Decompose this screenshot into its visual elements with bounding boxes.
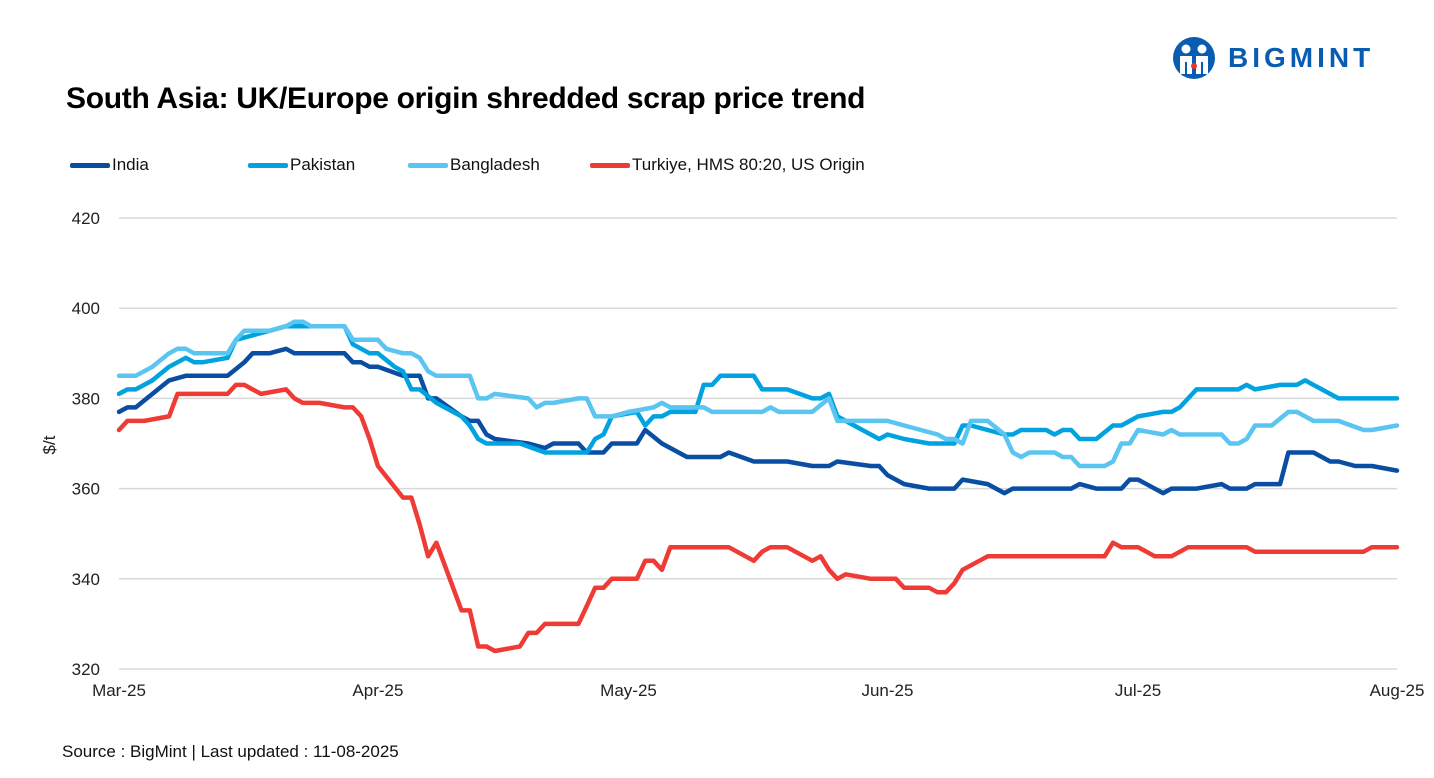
y-tick-label: 380 [72,389,100,408]
legend-item: Pakistan [248,155,408,175]
y-tick-label: 360 [72,480,100,499]
logo-people-icon [1173,37,1215,79]
brand-logo: BIGMINT [1172,36,1374,80]
legend-swatch [248,162,288,168]
legend-swatch [590,162,630,168]
y-tick-label: 320 [72,660,100,679]
source-note: Source : BigMint | Last updated : 11-08-… [62,742,399,761]
legend-label: India [112,155,149,174]
legend-label: Bangladesh [450,155,540,174]
y-tick-label: 340 [72,570,100,589]
series-line-turkiye [116,382,1400,654]
brand-name: BIGMINT [1228,42,1375,73]
y-tick-label: 400 [72,299,100,318]
legend: India Pakistan Bangladesh Turkiye, HMS 80:2… [70,155,865,175]
legend-label: Pakistan [290,155,356,174]
legend-item: India [70,155,248,175]
series-line-india [116,346,1400,496]
legend-item: Turkiye, HMS 80:20, US Origin [590,155,865,175]
legend-swatch [70,162,110,168]
chart-title: South Asia: UK/Europe origin shredded sc… [66,82,866,115]
legend-label: Turkiye, HMS 80:20, US Origin [632,155,865,174]
x-tick-label: Aug-25 [1370,681,1425,700]
x-tick-label: Jun-25 [861,681,913,700]
legend-item: Bangladesh [408,155,598,175]
x-tick-label: Apr-25 [352,681,403,700]
x-tick-label: Mar-25 [92,681,146,700]
x-tick-label: Jul-25 [1115,681,1161,700]
legend-swatch [408,162,448,168]
y-tick-label: 420 [72,209,100,228]
series-line-bangladesh [116,319,1400,469]
x-tick-label: May-25 [600,681,657,700]
y-axis-label: $/t [40,435,59,454]
